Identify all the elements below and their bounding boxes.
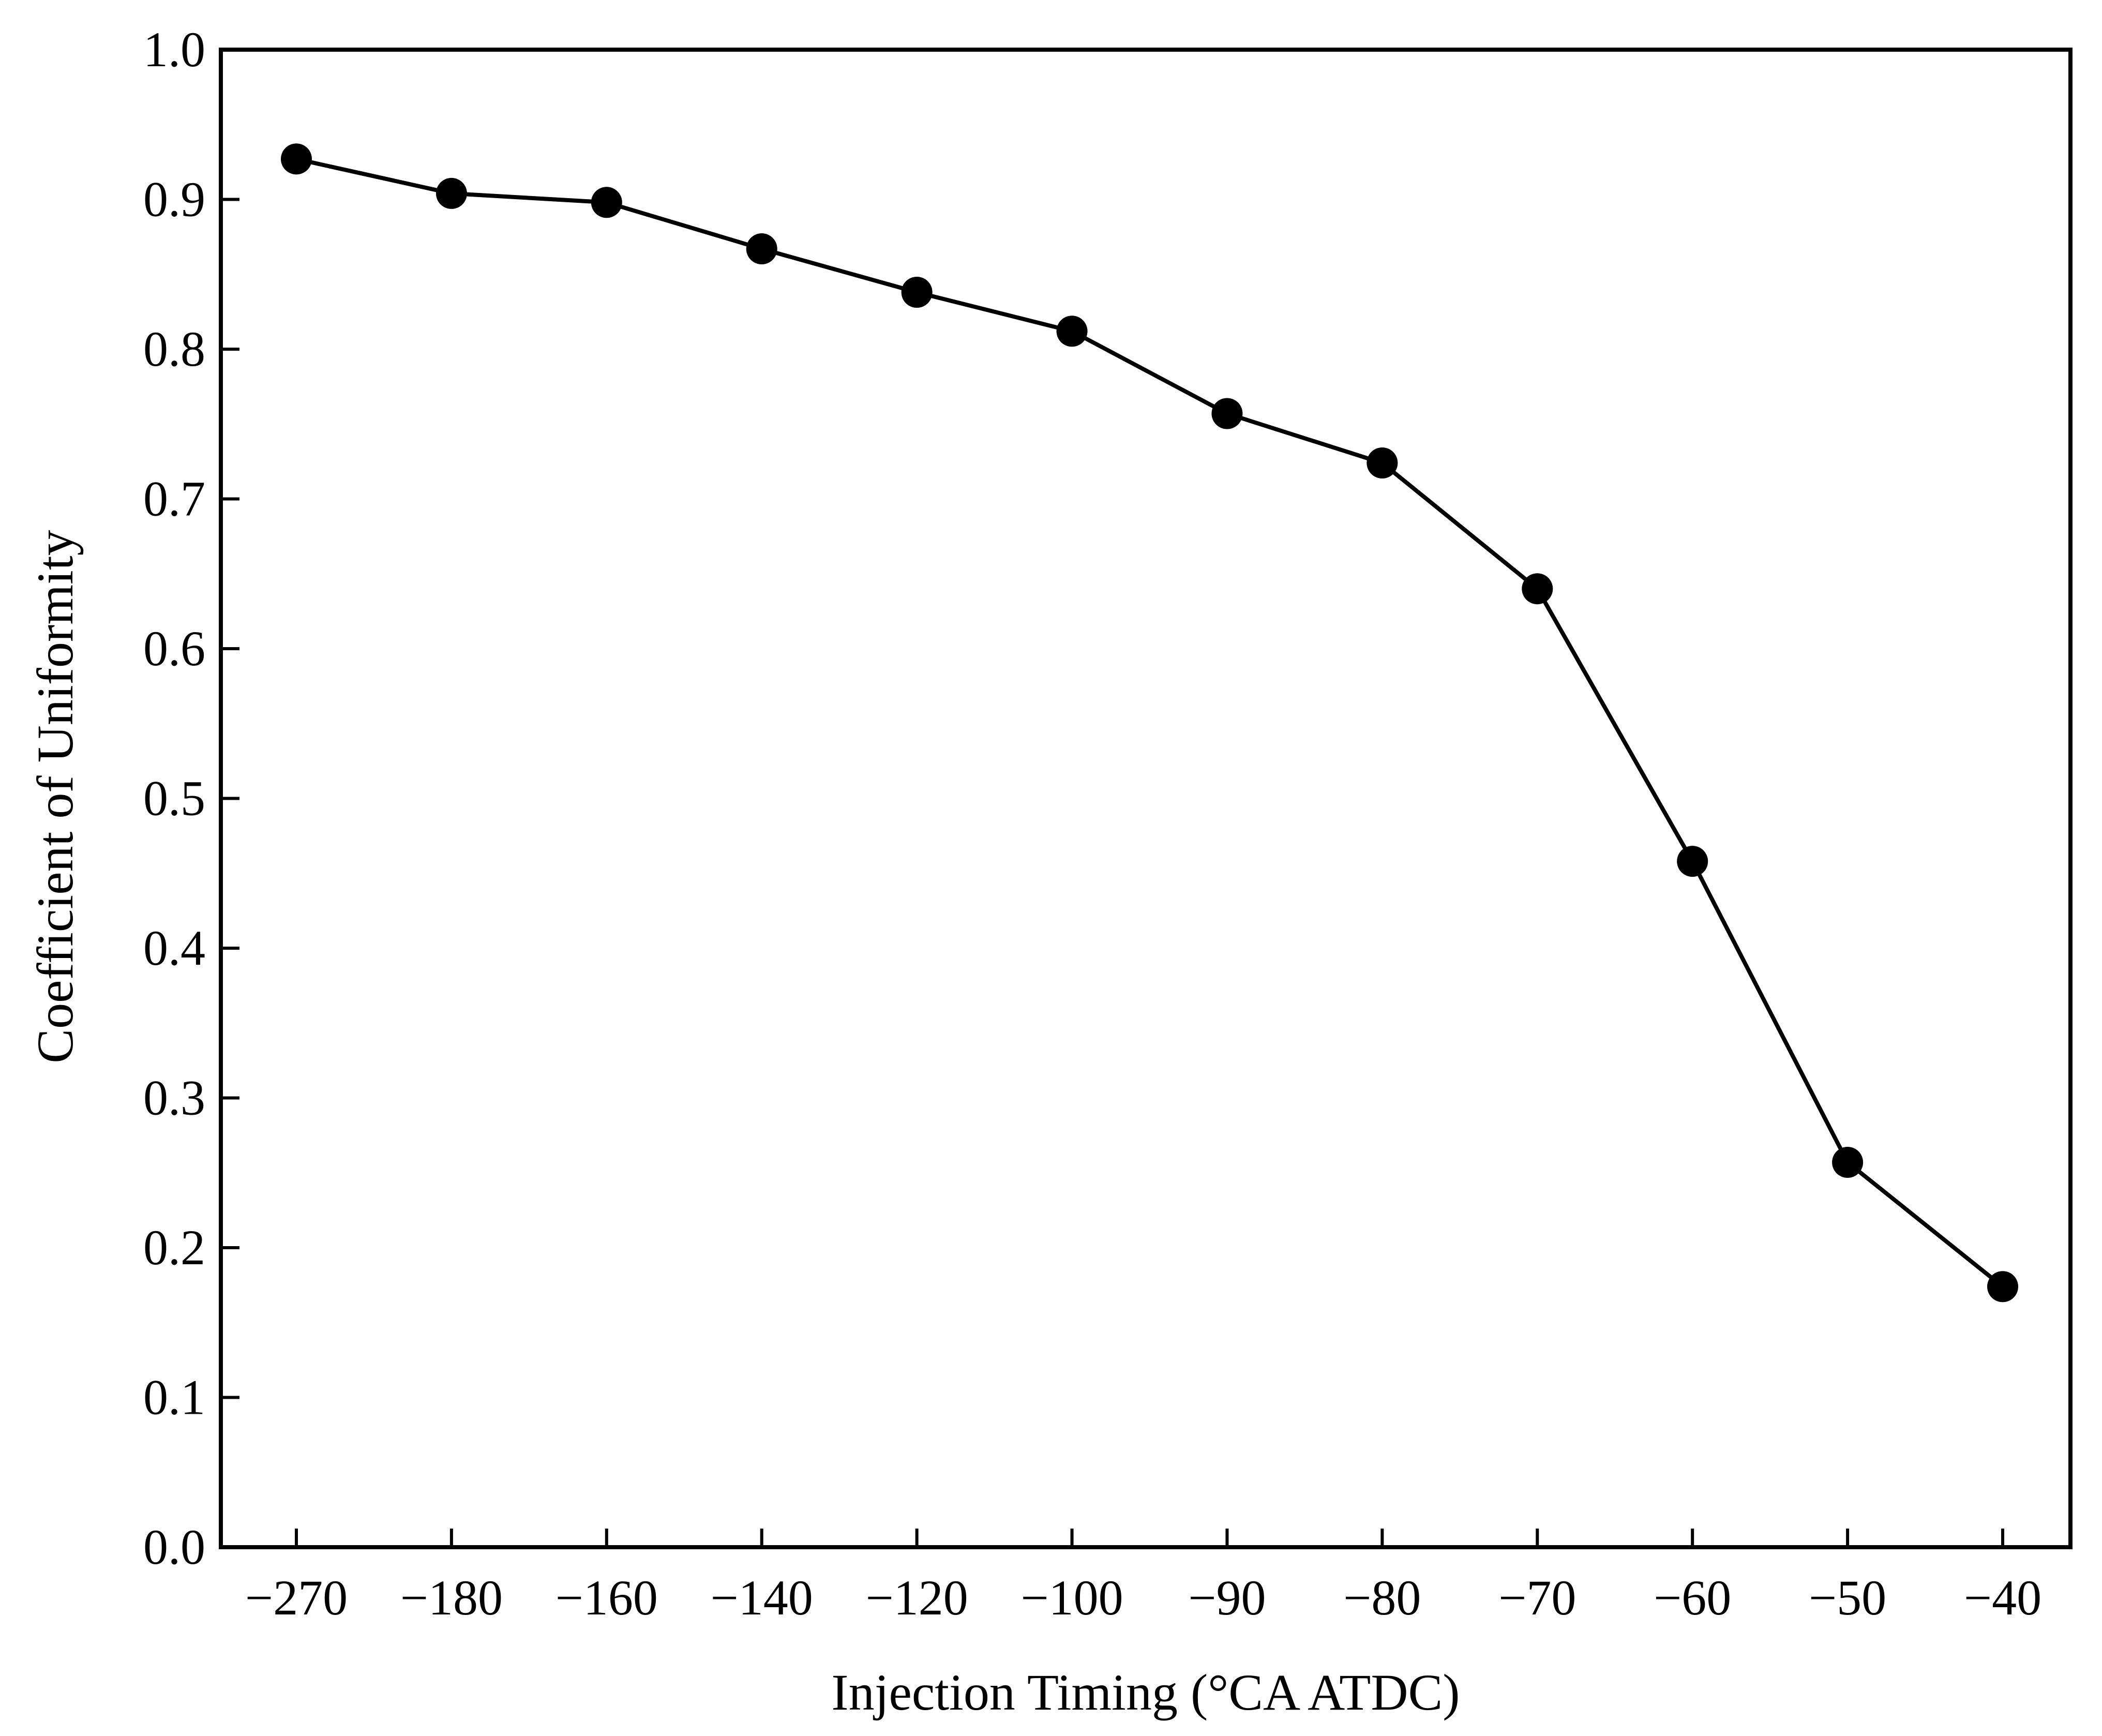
y-tick-label: 0.4 — [143, 920, 205, 976]
series-line — [296, 157, 2004, 1289]
y-tick-label: 0.1 — [143, 1370, 205, 1425]
x-tick-label: −90 — [1188, 1570, 1266, 1625]
y-tick-label: 0.7 — [143, 471, 205, 527]
x-tick-label: −100 — [1020, 1570, 1123, 1625]
x-tick-label: −60 — [1654, 1570, 1731, 1625]
y-tick-label: 0.2 — [143, 1220, 205, 1275]
x-tick-label: −140 — [711, 1570, 813, 1625]
y-tick-label: 0.5 — [143, 771, 205, 826]
x-tick-label: −80 — [1343, 1570, 1421, 1625]
plot-frame — [219, 48, 2073, 1549]
data-points — [281, 143, 2018, 1303]
y-axis: 0.0 0.1 0.2 0.3 0.4 0.5 0.6 0.7 0.8 0.9 1.0 — [143, 22, 239, 1575]
x-axis: −270 −180 −160 −140 −120 −100 −90 −80 −70 −60 −50 −… — [245, 1529, 2041, 1625]
y-tick-label: 0.3 — [143, 1070, 205, 1126]
data-point — [1522, 573, 1553, 605]
x-tick-label: −40 — [1964, 1570, 2041, 1625]
x-tick-label: −70 — [1498, 1570, 1576, 1625]
data-point — [436, 177, 467, 209]
y-axis-title: Coefficient of Uniformity — [26, 530, 84, 1063]
data-point — [1987, 1271, 2018, 1303]
data-point — [1832, 1146, 1864, 1178]
y-tick-label: 0.8 — [143, 321, 205, 377]
y-tick-label: 0.9 — [143, 172, 205, 227]
data-point — [746, 233, 777, 265]
x-tick-label: −180 — [400, 1570, 503, 1625]
data-point — [1211, 398, 1243, 429]
x-axis-title: Injection Timing (°CA ATDC) — [831, 1664, 1460, 1721]
x-tick-label: −270 — [245, 1570, 348, 1625]
data-point — [1677, 846, 1708, 877]
data-point — [901, 276, 933, 308]
x-tick-label: −160 — [555, 1570, 658, 1625]
x-tick-label: −120 — [866, 1570, 968, 1625]
data-point — [591, 187, 622, 218]
data-point — [1056, 316, 1088, 347]
y-tick-label: 1.0 — [143, 22, 205, 77]
y-tick-label: 0.6 — [143, 621, 205, 676]
x-tick-label: −50 — [1809, 1570, 1886, 1625]
y-tick-label: 0.0 — [143, 1519, 205, 1575]
data-point — [1367, 447, 1398, 479]
data-point — [281, 143, 312, 175]
